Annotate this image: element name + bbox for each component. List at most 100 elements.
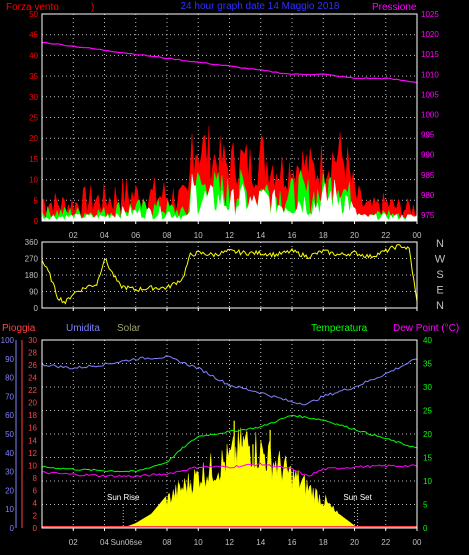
wind-label: Forza vento xyxy=(6,2,59,13)
compass-label: W xyxy=(435,254,446,266)
y-tick-label-humidity: 40 xyxy=(5,449,14,458)
y-tick-label-left: 45 xyxy=(29,31,38,40)
y-tick-label: 180 xyxy=(25,271,39,280)
y-tick-label-rain: 10 xyxy=(28,461,37,470)
y-tick-label-humidity: 60 xyxy=(5,411,14,420)
y-tick-label-humidity: 70 xyxy=(5,392,14,401)
y-tick-label-right: 1015 xyxy=(421,50,439,59)
y-tick-label-temp: 25 xyxy=(423,407,432,416)
x-tick-label: 16 xyxy=(288,231,297,240)
speed-wind-area xyxy=(41,174,418,222)
sunrise-label: Sun Rise xyxy=(107,493,140,502)
y-tick-label-left: 40 xyxy=(29,51,38,60)
compass-label: S xyxy=(436,269,443,281)
y-tick-label: 270 xyxy=(25,255,39,264)
x-tick-label: 14 xyxy=(256,538,265,547)
y-tick-label-right: 980 xyxy=(421,191,435,200)
sunrise-tick-label: Sun06se xyxy=(111,538,143,547)
sunset-label: Sun Set xyxy=(343,493,372,502)
y-tick-label-left: 20 xyxy=(29,134,38,143)
graph-title: 24 hour graph date 14 Maggio 2018 xyxy=(180,1,339,12)
y-tick-label-temp: 40 xyxy=(423,336,432,345)
y-tick-label-left: 5 xyxy=(34,196,39,205)
x-tick-label: 22 xyxy=(381,231,390,240)
dewpoint-label: Dew Point (°C) xyxy=(393,323,459,334)
x-tick-label: 10 xyxy=(194,538,203,547)
dewpoint-line xyxy=(41,462,418,478)
y-tick-label-rain: 2 xyxy=(33,511,38,520)
wind-pressure-frame xyxy=(41,13,418,222)
y-tick-label-rain: 18 xyxy=(28,411,37,420)
wind-label-suffix: ) xyxy=(91,2,94,13)
temperature-line xyxy=(41,414,418,473)
y-tick-label: 360 xyxy=(25,238,39,247)
compass-label: E xyxy=(436,285,443,297)
temp-humidity-panel: 0510152025303540010203040506070809010002… xyxy=(1,336,433,547)
y-tick-label-rain: 26 xyxy=(28,361,37,370)
x-tick-label: 22 xyxy=(381,538,390,547)
y-tick-label-right: 1010 xyxy=(421,70,439,79)
y-tick-label: 0 xyxy=(34,304,39,313)
y-tick-label-humidity: 50 xyxy=(5,430,14,439)
wind-pressure-panel: 0510152025303540455097598098599099510001… xyxy=(29,10,439,240)
x-tick-label: 00 xyxy=(413,538,422,547)
x-tick-label: 16 xyxy=(288,538,297,547)
y-tick-label-right: 975 xyxy=(421,211,435,220)
y-tick-label-temp: 5 xyxy=(423,501,428,510)
x-tick-label: 08 xyxy=(163,538,172,547)
rain-label: Pioggia xyxy=(2,323,36,334)
y-tick-label-right: 985 xyxy=(421,171,435,180)
solar-area xyxy=(123,427,359,529)
y-tick-label-humidity: 30 xyxy=(5,468,14,477)
y-tick-label-temp: 15 xyxy=(423,454,432,463)
y-tick-label-rain: 0 xyxy=(33,524,38,533)
y-tick-label-left: 35 xyxy=(29,72,38,81)
y-tick-label-rain: 24 xyxy=(28,374,37,383)
y-tick-label-rain: 14 xyxy=(28,436,37,445)
x-tick-label: 14 xyxy=(256,231,265,240)
y-tick-label-left: 25 xyxy=(29,114,38,123)
y-tick-label-temp: 35 xyxy=(423,360,432,369)
y-tick-label-temp: 10 xyxy=(423,477,432,486)
temp-humidity-frame xyxy=(41,339,418,529)
y-tick-label-humidity: 0 xyxy=(10,524,15,533)
y-tick-label-rain: 28 xyxy=(28,349,37,358)
y-tick-label-rain: 8 xyxy=(33,474,38,483)
y-tick-label: 90 xyxy=(29,288,38,297)
y-tick-label-rain: 30 xyxy=(28,336,37,345)
y-tick-label-rain: 4 xyxy=(33,499,38,508)
x-tick-label: 20 xyxy=(350,231,359,240)
y-tick-label-right: 995 xyxy=(421,131,435,140)
y-tick-label-rain: 20 xyxy=(28,399,37,408)
y-tick-label-temp: 30 xyxy=(423,383,432,392)
compass-label: N xyxy=(436,238,444,250)
pressure-label: Pressione xyxy=(372,2,417,13)
x-tick-label: 20 xyxy=(350,538,359,547)
y-tick-label-rain: 12 xyxy=(28,449,37,458)
y-tick-label-temp: 20 xyxy=(423,430,432,439)
y-tick-label-rain: 22 xyxy=(28,386,37,395)
y-tick-label-humidity: 80 xyxy=(5,374,14,383)
y-tick-label-left: 50 xyxy=(29,10,38,19)
x-tick-label: 10 xyxy=(194,231,203,240)
y-tick-label-right: 990 xyxy=(421,151,435,160)
compass-label: N xyxy=(436,300,444,312)
wind-direction-line xyxy=(41,243,418,305)
x-tick-label: 18 xyxy=(319,538,328,547)
solar-label: Solar xyxy=(117,323,141,334)
y-tick-label-humidity: 20 xyxy=(5,486,14,495)
temperature-label: Temperatura xyxy=(311,323,368,334)
y-tick-label-temp: 0 xyxy=(423,524,428,533)
y-tick-label-rain: 6 xyxy=(33,486,38,495)
y-tick-label-rain: 16 xyxy=(28,424,37,433)
y-tick-label-right: 1005 xyxy=(421,90,439,99)
x-tick-label: 06 xyxy=(131,231,140,240)
y-tick-label-left: 0 xyxy=(34,217,39,226)
x-tick-label: 02 xyxy=(69,538,78,547)
x-tick-label: 12 xyxy=(225,231,234,240)
y-tick-label-right: 1000 xyxy=(421,110,439,119)
y-tick-label-humidity: 90 xyxy=(5,355,14,364)
wind-direction-frame xyxy=(41,241,418,309)
